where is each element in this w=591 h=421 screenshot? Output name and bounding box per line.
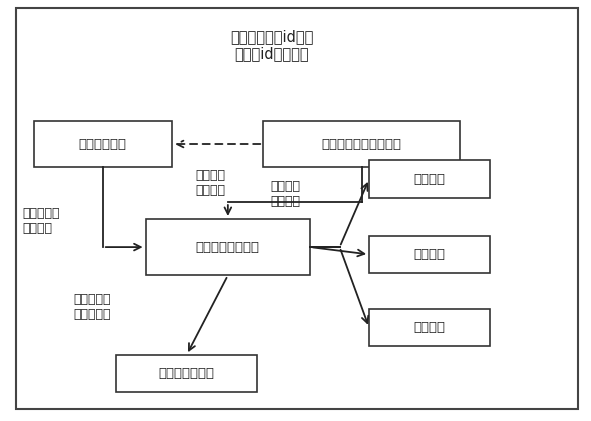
Bar — [369, 236, 489, 273]
Text: 分布式计算平台: 分布式计算平台 — [158, 367, 215, 380]
Bar — [369, 160, 489, 198]
Text: 计算任务配置信息文件: 计算任务配置信息文件 — [322, 138, 402, 150]
Bar — [34, 121, 172, 167]
Text: 通过计算任务id和计
算进程id匹配关联: 通过计算任务id和计 算进程id匹配关联 — [230, 29, 314, 61]
Text: 计算任务: 计算任务 — [413, 321, 446, 334]
Text: 根据计算
条件启动: 根据计算 条件启动 — [195, 169, 225, 197]
Text: 根据计算任
务需要启动: 根据计算任 务需要启动 — [74, 293, 111, 321]
Bar — [263, 121, 460, 167]
Bar — [145, 219, 310, 275]
Text: 计算条件、
计算任务: 计算条件、 计算任务 — [22, 207, 60, 235]
Text: 计算任务: 计算任务 — [413, 173, 446, 186]
Bar — [369, 309, 489, 346]
Text: 计算任务: 计算任务 — [413, 248, 446, 261]
Bar — [116, 355, 257, 392]
Text: 计算流程组织模块: 计算流程组织模块 — [196, 240, 260, 253]
Text: 流程定义文件: 流程定义文件 — [79, 138, 127, 150]
Text: 计算任务
配置信息: 计算任务 配置信息 — [271, 180, 301, 208]
